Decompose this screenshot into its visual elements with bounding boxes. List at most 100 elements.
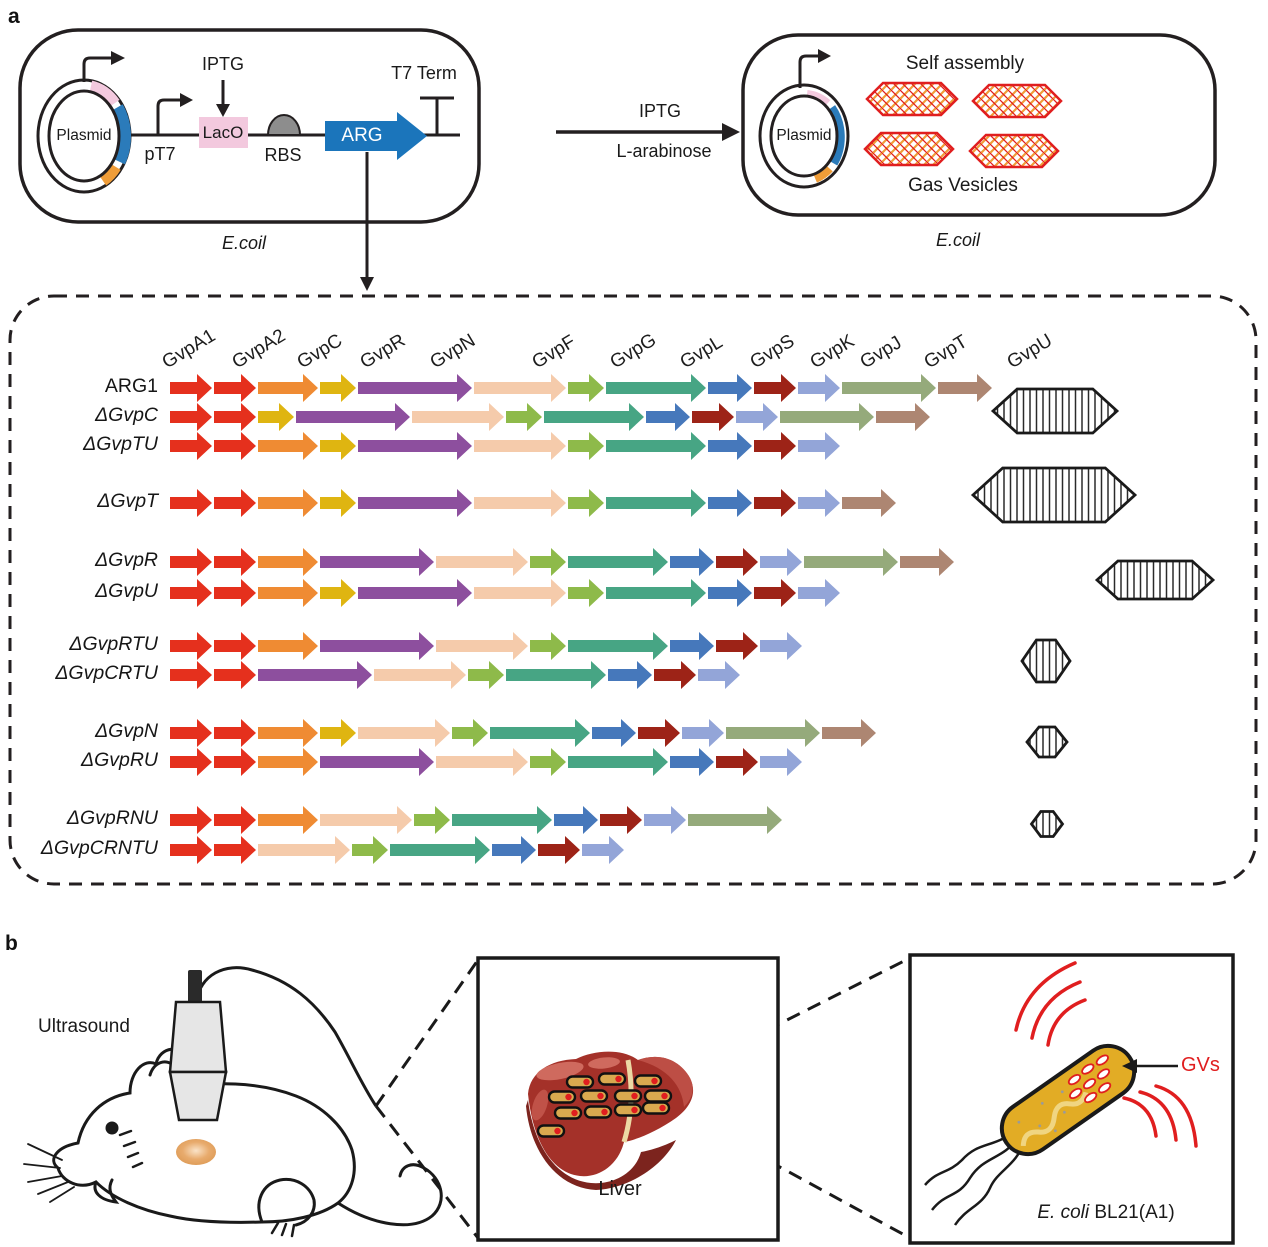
gvs-label: GVs — [1181, 1054, 1220, 1076]
mouse-fur-ticks — [118, 1129, 144, 1169]
cluster-row-label-d-u: ΔGvpU — [95, 580, 158, 602]
ultrasound-label: Ultrasound — [38, 1016, 130, 1037]
cluster-row-arrows-d-rtu — [170, 632, 802, 660]
panel-b-label: b — [5, 932, 18, 955]
gene-arrow-GvpG — [530, 548, 566, 576]
gene-arrow-GvpA1 — [170, 374, 212, 402]
gene-arrow-GvpC — [258, 748, 318, 776]
gene-arrow-GvpG — [568, 432, 604, 460]
gene-arrow-GvpS — [708, 579, 752, 607]
pt7-label: pT7 — [144, 144, 176, 164]
liver-bacterium-capsule — [565, 1075, 595, 1089]
cluster-row-arrows-d-t — [170, 489, 896, 517]
laco-box — [199, 117, 248, 148]
mouse-illustration — [23, 1047, 443, 1238]
magnification-dashed-lines — [374, 956, 911, 1240]
mouse-hind-leg — [257, 1177, 316, 1227]
gene-arrow-GvpK — [754, 374, 796, 402]
mouse-eye — [105, 1121, 119, 1135]
gene-arrow-GvpG — [530, 632, 566, 660]
liver-bacterium-capsule — [613, 1089, 643, 1103]
mouse-whiskers — [23, 1143, 75, 1203]
cluster-row-label-d-t: ΔGvpT — [97, 490, 158, 512]
gene-arrow-GvpU — [938, 374, 992, 402]
gene-arrow-GvpK — [754, 489, 796, 517]
gene-arrow-GvpL — [606, 489, 706, 517]
pt7-promoter-arrow — [156, 93, 193, 135]
iptg-label: IPTG — [201, 54, 245, 74]
gene-arrow-GvpA2 — [214, 806, 256, 834]
gene-arrow-GvpG — [506, 403, 542, 431]
gene-arrow-GvpA2 — [214, 836, 256, 864]
gene-arrow-GvpG — [352, 836, 388, 864]
mouse-front-paw — [93, 1178, 120, 1204]
mouse-liver-spot — [176, 1139, 216, 1165]
gene-arrow-GvpF — [474, 579, 566, 607]
gene-arrow-GvpJ — [698, 661, 740, 689]
gas-vesicle-result-icon — [990, 387, 1120, 435]
vesicle-icon-layer — [970, 387, 1216, 838]
gene-arrow-GvpS — [554, 806, 598, 834]
ecoli-cell-right — [741, 33, 1217, 217]
gene-arrow-GvpK — [692, 403, 734, 431]
gene-arrow-GvpG — [414, 806, 450, 834]
gene-arrow-GvpS — [592, 719, 636, 747]
liver-bacterium-capsule — [643, 1089, 673, 1103]
gene-arrow-GvpR — [320, 374, 356, 402]
induction-iptg-label: IPTG — [638, 101, 682, 121]
cluster-row-arrows-d-c — [170, 403, 930, 431]
cluster-row-label-d-rnu: ΔGvpRNU — [66, 807, 158, 829]
cluster-row-label-d-c: ΔGvpC — [95, 404, 158, 426]
gene-arrow-GvpJ — [644, 806, 686, 834]
gene-arrow-GvpJ — [736, 403, 778, 431]
bacterium-dna-squiggle — [1020, 1091, 1089, 1147]
gas-vesicle-result-icon — [1020, 638, 1072, 684]
gene-arrow-GvpN — [358, 374, 472, 402]
gene-arrow-GvpR — [320, 432, 356, 460]
panel-a-top-schematic — [18, 28, 1217, 291]
flagellum — [931, 1137, 1020, 1211]
gene-arrow-GvpA2 — [214, 403, 256, 431]
gene-arrow-GvpU — [822, 719, 876, 747]
gene-arrow-GvpT — [842, 374, 936, 402]
ecoli-cell-left — [18, 28, 481, 224]
gene-arrow-GvpK — [538, 836, 580, 864]
gene-arrow-GvpG — [568, 374, 604, 402]
gene-arrow-GvpA2 — [214, 719, 256, 747]
cluster-row-label-d-r: ΔGvpR — [95, 549, 158, 571]
gene-arrow-GvpN — [258, 661, 372, 689]
gene-arrow-GvpA1 — [170, 632, 212, 660]
gene-arrow-GvpJ — [798, 374, 840, 402]
gene-arrow-GvpS — [708, 489, 752, 517]
cluster-row-label-d-n: ΔGvpN — [95, 720, 158, 742]
gene-arrow-GvpT — [688, 806, 782, 834]
plasmid-left-label: Plasmid — [56, 127, 112, 144]
liver-bacterium-capsule — [553, 1106, 583, 1120]
gene-arrow-GvpA1 — [170, 836, 212, 864]
cluster-row-label-arg1: ARG1 — [104, 375, 158, 397]
gene-arrow-GvpA1 — [170, 748, 212, 776]
gas-vesicles-label: Gas Vesicles — [908, 175, 1018, 196]
gene-arrow-GvpA1 — [170, 579, 212, 607]
gene-arrow-GvpF — [474, 374, 566, 402]
cluster-row-arrows-d-crtu — [170, 661, 740, 689]
gene-arrow-GvpL — [390, 836, 490, 864]
gene-arrow-GvpK — [638, 719, 680, 747]
probe-connector — [188, 970, 202, 1004]
gene-arrow-GvpA1 — [170, 806, 212, 834]
gene-arrow-GvpN — [320, 548, 434, 576]
liver-bacterium-capsule — [641, 1101, 671, 1115]
gene-arrow-GvpK — [754, 432, 796, 460]
gene-arrow-GvpR — [320, 489, 356, 517]
gene-arrow-GvpA2 — [214, 632, 256, 660]
gene-arrow-GvpK — [754, 579, 796, 607]
gene-arrow-GvpJ — [798, 432, 840, 460]
gene-arrow-GvpL — [568, 748, 668, 776]
gene-arrow-GvpK — [600, 806, 642, 834]
rbs-bump — [266, 114, 302, 136]
gas-vesicle-result-icon — [970, 466, 1138, 524]
gene-arrow-GvpC — [258, 579, 318, 607]
gene-arrow-GvpA2 — [214, 548, 256, 576]
gene-arrow-GvpS — [670, 748, 714, 776]
gene-arrow-GvpU — [900, 548, 954, 576]
